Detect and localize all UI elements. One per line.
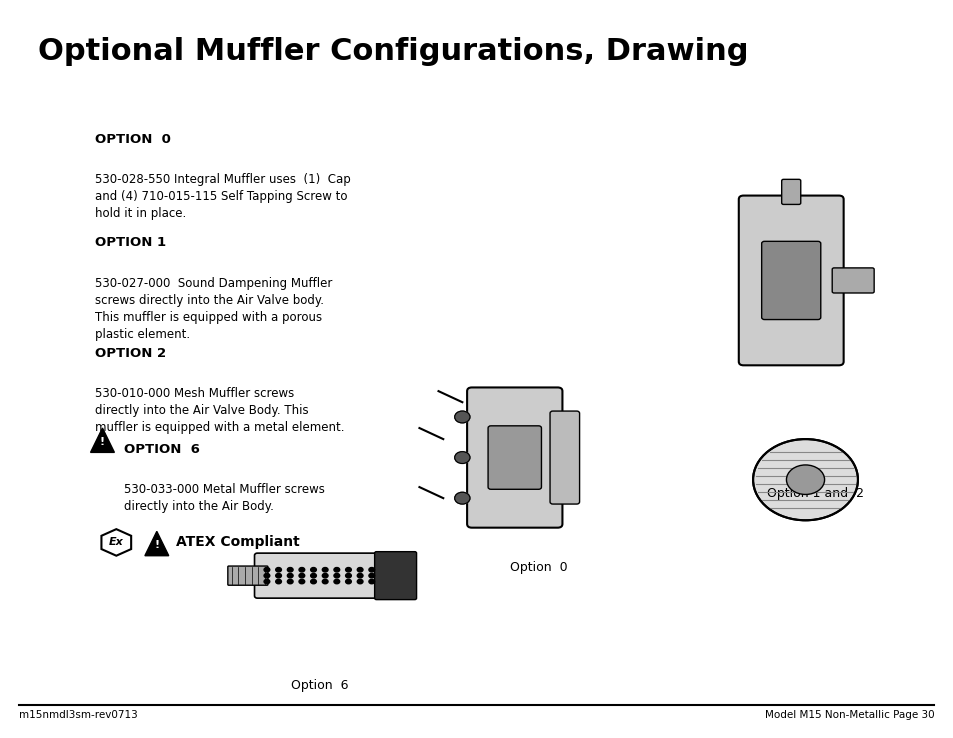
Text: OPTION 1: OPTION 1: [95, 236, 166, 249]
Circle shape: [455, 492, 470, 504]
Circle shape: [356, 579, 362, 584]
FancyBboxPatch shape: [375, 552, 416, 599]
FancyBboxPatch shape: [228, 566, 268, 585]
Text: OPTION  0: OPTION 0: [95, 133, 171, 146]
Circle shape: [356, 568, 362, 572]
FancyBboxPatch shape: [550, 411, 579, 504]
Circle shape: [752, 439, 857, 520]
FancyBboxPatch shape: [760, 241, 820, 320]
Circle shape: [334, 579, 339, 584]
Polygon shape: [145, 531, 169, 556]
Circle shape: [322, 573, 328, 578]
Circle shape: [345, 573, 351, 578]
Text: !: !: [100, 437, 105, 447]
Text: m15nmdl3sm-rev0713: m15nmdl3sm-rev0713: [19, 709, 137, 720]
Circle shape: [455, 452, 470, 463]
Circle shape: [275, 568, 281, 572]
Circle shape: [298, 579, 304, 584]
Circle shape: [275, 573, 281, 578]
Circle shape: [356, 573, 362, 578]
Circle shape: [455, 411, 470, 423]
Circle shape: [311, 573, 316, 578]
Circle shape: [334, 573, 339, 578]
Text: Optional Muffler Configurations, Drawing: Optional Muffler Configurations, Drawing: [38, 37, 748, 66]
FancyBboxPatch shape: [467, 387, 562, 528]
Text: Option 1 and  2: Option 1 and 2: [766, 487, 862, 500]
FancyBboxPatch shape: [831, 268, 873, 293]
Circle shape: [369, 573, 375, 578]
FancyBboxPatch shape: [488, 426, 541, 489]
Text: Option  0: Option 0: [509, 561, 567, 574]
Circle shape: [311, 579, 316, 584]
Text: Ex: Ex: [109, 537, 124, 548]
Circle shape: [322, 579, 328, 584]
FancyBboxPatch shape: [781, 179, 800, 204]
Text: ATEX Compliant: ATEX Compliant: [176, 536, 300, 549]
Circle shape: [369, 579, 375, 584]
Circle shape: [298, 568, 304, 572]
Circle shape: [345, 579, 351, 584]
Text: 530-033-000 Metal Muffler screws
directly into the Air Body.: 530-033-000 Metal Muffler screws directl…: [124, 483, 324, 514]
Circle shape: [264, 568, 270, 572]
Circle shape: [287, 568, 293, 572]
Text: Model M15 Non-Metallic Page 30: Model M15 Non-Metallic Page 30: [763, 709, 933, 720]
Circle shape: [345, 568, 351, 572]
Text: 530-027-000  Sound Dampening Muffler
screws directly into the Air Valve body.
Th: 530-027-000 Sound Dampening Muffler scre…: [95, 277, 333, 341]
Polygon shape: [91, 428, 114, 452]
Circle shape: [264, 573, 270, 578]
Circle shape: [334, 568, 339, 572]
FancyBboxPatch shape: [738, 196, 842, 365]
Text: Option  6: Option 6: [291, 679, 348, 692]
Circle shape: [287, 579, 293, 584]
Circle shape: [311, 568, 316, 572]
Circle shape: [785, 465, 823, 494]
Text: 530-010-000 Mesh Muffler screws
directly into the Air Valve Body. This
muffler i: 530-010-000 Mesh Muffler screws directly…: [95, 387, 344, 435]
Circle shape: [264, 579, 270, 584]
FancyBboxPatch shape: [254, 554, 413, 598]
Circle shape: [287, 573, 293, 578]
Circle shape: [322, 568, 328, 572]
Circle shape: [298, 573, 304, 578]
Text: !: !: [154, 540, 159, 551]
Circle shape: [369, 568, 375, 572]
Text: 530-028-550 Integral Muffler uses  (1)  Cap
and (4) 710-015-115 Self Tapping Scr: 530-028-550 Integral Muffler uses (1) Ca…: [95, 173, 351, 221]
Text: OPTION  6: OPTION 6: [124, 443, 199, 456]
Text: OPTION 2: OPTION 2: [95, 347, 166, 360]
Circle shape: [275, 579, 281, 584]
